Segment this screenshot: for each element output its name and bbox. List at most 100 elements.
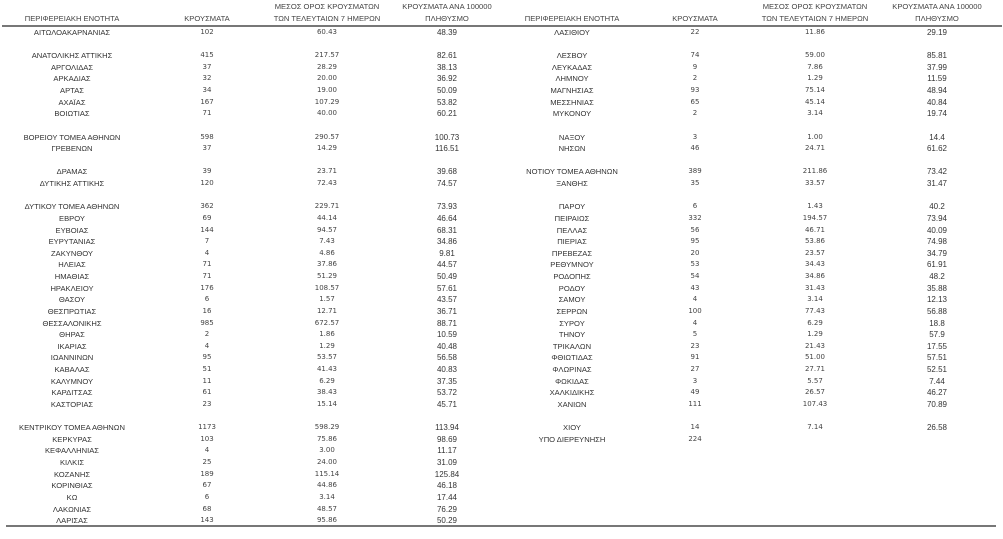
cases-value: 93 bbox=[690, 86, 700, 95]
avg7-value bbox=[758, 445, 872, 457]
region-name: ΝΑΞΟΥ bbox=[558, 132, 586, 142]
cases-value bbox=[632, 39, 758, 51]
region-name: ΦΘΙΩΤΙΔΑΣ bbox=[551, 353, 593, 363]
cases-value bbox=[142, 411, 272, 423]
cases-value: 22 bbox=[690, 28, 700, 36]
table-row: ΚΑΛΥΜΝΟΥ 11 6.29 37.35 ΦΩΚΙΔΑΣ 3 5.57 7.44 bbox=[2, 376, 1002, 388]
avg7-value: 45.14 bbox=[804, 97, 826, 106]
cases-value: 34 bbox=[202, 86, 212, 95]
cases-value: 4 bbox=[204, 341, 210, 350]
per100k-value: 57.51 bbox=[926, 353, 948, 363]
table-row: ΘΕΣΠΡΩΤΙΑΣ 16 12.71 36.71 ΣΕΡΡΩΝ 100 77.43 56.8… bbox=[2, 306, 1002, 318]
region-name: ΕΥΒΟΙΑΣ bbox=[55, 225, 89, 235]
per100k-value: 11.59 bbox=[927, 74, 947, 84]
table-row: ΛΑΚΩΝΙΑΣ 68 48.57 76.29 bbox=[2, 504, 1002, 516]
region-name: ΛΑΡΙΣΑΣ bbox=[56, 516, 88, 526]
cases-value: 100 bbox=[688, 306, 702, 315]
header-avg-line2: ΤΩΝ ΤΕΛΕΥΤΑΙΩΝ 7 ΗΜΕΡΩΝ bbox=[758, 13, 872, 27]
table-row: ΚΟΖΑΝΗΣ 189 115.14 125.84 bbox=[2, 469, 1002, 481]
per100k-value: 35.88 bbox=[926, 283, 948, 293]
per100k-value bbox=[382, 190, 512, 202]
cases-value: 6 bbox=[204, 492, 210, 501]
table-row: ΘΕΣΣΑΛΟΝΙΚΗΣ 985 672.57 88.71 ΣΥΡΟΥ 4 6.29 18.8 bbox=[2, 318, 1002, 330]
cases-value: 4 bbox=[204, 446, 210, 455]
cases-value: 69 bbox=[202, 213, 212, 222]
region-name: ΕΥΡΥΤΑΝΙΑΣ bbox=[48, 237, 96, 247]
cases-value bbox=[142, 39, 272, 51]
per100k-value: 113.94 bbox=[435, 423, 459, 433]
cases-value: 65 bbox=[690, 97, 700, 106]
header-cases: ΚΡΟΥΣΜΑΤΑ bbox=[142, 13, 272, 27]
per100k-value: 9.81 bbox=[439, 248, 455, 258]
region-name: ΘΗΡΑΣ bbox=[59, 330, 85, 340]
region-name: ΔΥΤΙΚΟΥ ΤΟΜΕΑ ΑΘΗΝΩΝ bbox=[24, 202, 120, 212]
region-name: ΚΑΒΑΛΑΣ bbox=[54, 365, 90, 375]
per100k-value bbox=[382, 411, 512, 423]
region-name: ΗΛΕΙΑΣ bbox=[58, 260, 86, 270]
avg7-value: 1.57 bbox=[319, 295, 335, 304]
region-name: ΚΟΖΑΝΗΣ bbox=[53, 469, 91, 479]
cases-value: 71 bbox=[202, 272, 212, 281]
table-row: ΚΑΡΔΙΤΣΑΣ 61 38.43 53.72 ΧΑΛΚΙΔΙΚΗΣ 49 26.57 46… bbox=[2, 387, 1002, 399]
region-name: ΑΡΚΑΔΙΑΣ bbox=[53, 74, 91, 84]
cases-value: 74 bbox=[690, 51, 700, 60]
avg7-value: 24.71 bbox=[804, 144, 826, 153]
cases-value: 71 bbox=[202, 260, 212, 269]
cases-value: 2 bbox=[692, 109, 698, 118]
per100k-value: 40.2 bbox=[929, 202, 945, 212]
region-name: ΒΟΡΕΙΟΥ ΤΟΜΕΑ ΑΘΗΝΩΝ bbox=[23, 132, 121, 142]
cases-value: 46 bbox=[690, 144, 700, 153]
cases-value: 67 bbox=[202, 481, 212, 490]
region-name: ΓΡΕΒΕΝΩΝ bbox=[51, 144, 93, 154]
cases-value: 6 bbox=[204, 295, 210, 304]
cases-value bbox=[632, 504, 758, 516]
region-name: ΣΥΡΟΥ bbox=[559, 318, 585, 328]
region-name: ΚΩ bbox=[66, 492, 78, 502]
cases-value: 332 bbox=[688, 213, 702, 222]
avg7-value: 34.43 bbox=[804, 260, 826, 269]
per100k-value: 48.2 bbox=[929, 272, 945, 282]
region-name: ΜΑΓΝΗΣΙΑΣ bbox=[550, 86, 594, 96]
cases-value: 27 bbox=[690, 365, 700, 374]
cases-value: 35 bbox=[690, 179, 700, 188]
per100k-value: 61.91 bbox=[926, 260, 948, 270]
avg7-value: 53.57 bbox=[316, 353, 338, 362]
region-name: ΚΕΡΚΥΡΑΣ bbox=[52, 434, 92, 444]
avg7-value: 194.57 bbox=[802, 213, 828, 222]
region-name bbox=[512, 492, 632, 504]
per100k-value: 52.51 bbox=[926, 365, 948, 375]
cases-value: 4 bbox=[692, 295, 698, 304]
per100k-value bbox=[872, 504, 1002, 516]
per100k-value: 48.94 bbox=[926, 86, 948, 96]
per100k-value: 17.55 bbox=[926, 341, 948, 351]
cases-value: 16 bbox=[202, 306, 212, 315]
per100k-value: 40.84 bbox=[926, 97, 948, 107]
region-name bbox=[512, 457, 632, 469]
region-name: ΧΑΝΙΩΝ bbox=[557, 399, 587, 409]
cases-value: 14 bbox=[690, 423, 700, 432]
per100k-value bbox=[872, 190, 1002, 202]
per100k-value: 40.48 bbox=[436, 341, 458, 351]
table-row: ΚΕΦΑΛΛΗΝΙΑΣ 4 3.00 11.17 bbox=[2, 445, 1002, 457]
table-row: ΕΒΡΟΥ 69 44.14 46.64 ΠΕΙΡΑΙΩΣ 332 194.57 73.94 bbox=[2, 213, 1002, 225]
per100k-value bbox=[872, 480, 1002, 492]
per100k-value: 50.09 bbox=[436, 86, 458, 96]
avg7-value: 598.29 bbox=[314, 423, 340, 432]
avg7-value: 51.00 bbox=[804, 353, 826, 362]
table-row: ΑΧΑΪΑΣ 167 107.29 53.82 ΜΕΣΣΗΝΙΑΣ 65 45.14 40.8… bbox=[2, 97, 1002, 109]
cases-value bbox=[632, 492, 758, 504]
avg7-value: 14.29 bbox=[316, 144, 338, 153]
region-name: ΠΙΕΡΙΑΣ bbox=[557, 237, 587, 247]
cases-value bbox=[632, 480, 758, 492]
avg7-value: 26.57 bbox=[804, 388, 826, 397]
table-row: ΙΩΑΝΝΙΝΩΝ 95 53.57 56.58 ΦΘΙΩΤΙΔΑΣ 91 51.00 57.… bbox=[2, 352, 1002, 364]
cases-value bbox=[632, 190, 758, 202]
table-row: ΖΑΚΥΝΘΟΥ 4 4.86 9.81 ΠΡΕΒΕΖΑΣ 20 23.57 34.79 bbox=[2, 248, 1002, 260]
cases-value bbox=[142, 155, 272, 167]
per100k-value: 46.27 bbox=[926, 388, 948, 398]
per100k-value: 73.42 bbox=[926, 167, 948, 177]
region-name: ΙΩΑΝΝΙΝΩΝ bbox=[50, 353, 94, 363]
region-name: ΘΑΣΟΥ bbox=[58, 295, 86, 305]
region-name: ΧΑΛΚΙΔΙΚΗΣ bbox=[549, 388, 595, 398]
per100k-value: 53.72 bbox=[436, 388, 458, 398]
